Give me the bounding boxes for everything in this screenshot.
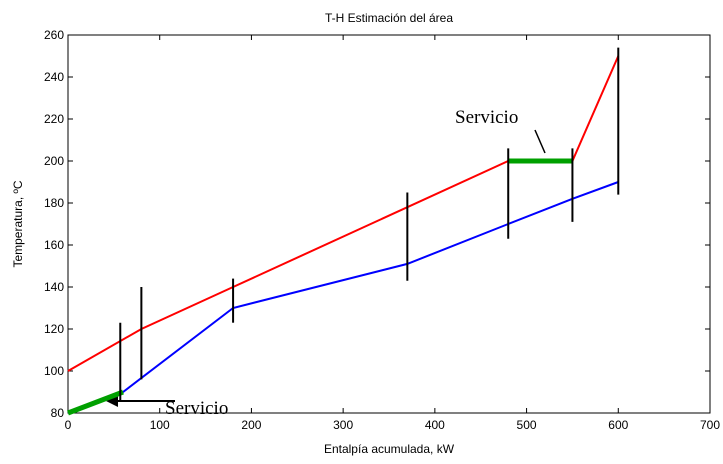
x-tick-label: 0 — [65, 418, 72, 432]
annotation-arrow — [534, 129, 546, 154]
x-tick-label: 300 — [333, 418, 353, 432]
y-tick-label: 260 — [44, 28, 64, 42]
plot-frame — [67, 34, 711, 414]
y-tick-label: 180 — [44, 196, 64, 210]
x-tick-label: 700 — [700, 418, 720, 432]
y-tick-label: 140 — [44, 280, 64, 294]
x-tick-label: 600 — [608, 418, 628, 432]
chart-title: T-H Estimación del área — [325, 11, 453, 25]
arrow-head — [106, 395, 118, 407]
x-axis-label: Entalpía acumulada, kW — [324, 442, 455, 456]
y-tick-label: 240 — [44, 70, 64, 84]
annotation: Servicio — [455, 107, 518, 128]
x-tick-label: 200 — [241, 418, 261, 432]
x-tick-label: 100 — [150, 418, 170, 432]
annotation: Servicio — [165, 398, 228, 419]
series-line — [67, 55, 620, 372]
series-line — [67, 389, 124, 416]
y-axis-label: Temperatura, ºC — [11, 180, 25, 267]
y-tick-label: 80 — [51, 406, 65, 420]
y-tick-label: 100 — [44, 364, 64, 378]
y-tick-label: 160 — [44, 238, 64, 252]
y-tick-label: 220 — [44, 112, 64, 126]
x-tick-label: 500 — [517, 418, 537, 432]
y-tick-label: 200 — [44, 154, 64, 168]
y-tick-label: 120 — [44, 322, 64, 336]
x-tick-label: 400 — [425, 418, 445, 432]
